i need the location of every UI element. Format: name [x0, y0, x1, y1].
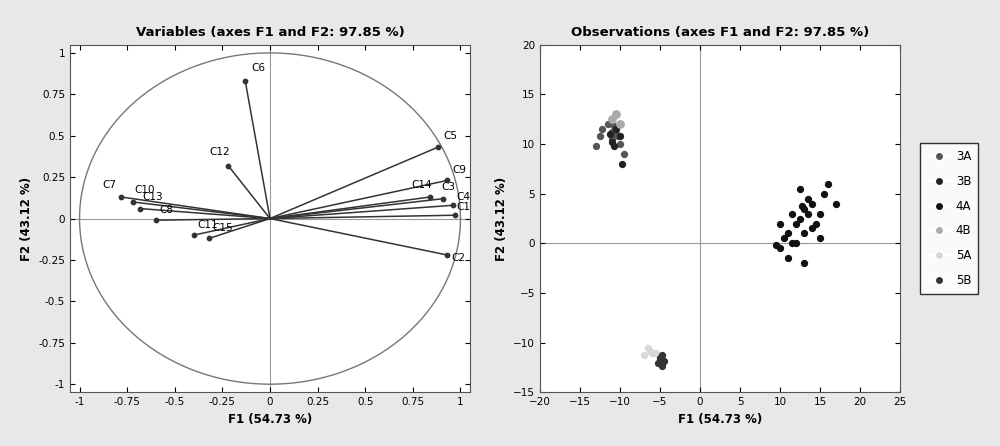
Point [132, 205, 148, 212]
4A [800, 210, 816, 217]
3A [594, 125, 610, 132]
Point [201, 235, 217, 242]
Text: C6: C6 [251, 63, 265, 73]
Text: C14: C14 [411, 180, 432, 190]
Text: C9: C9 [453, 165, 467, 175]
5B [654, 362, 670, 369]
4A [800, 195, 816, 202]
Text: C13: C13 [142, 192, 163, 202]
Title: Observations (axes F1 and F2: 97.85 %): Observations (axes F1 and F2: 97.85 %) [571, 26, 869, 39]
4A [792, 215, 808, 222]
3A [606, 123, 622, 130]
5A [640, 344, 656, 351]
Point [148, 217, 164, 224]
Title: Variables (axes F1 and F2: 97.85 %): Variables (axes F1 and F2: 97.85 %) [136, 26, 404, 39]
4A [812, 235, 828, 242]
3A [610, 132, 626, 140]
4A [788, 240, 804, 247]
Point [237, 78, 253, 85]
Text: C3: C3 [441, 182, 455, 192]
5B [654, 351, 670, 358]
4A [776, 235, 792, 242]
4A [780, 230, 796, 237]
Text: C15: C15 [213, 223, 233, 233]
Point [113, 194, 129, 201]
4A [794, 202, 810, 209]
5A [644, 349, 660, 356]
4A [816, 190, 832, 197]
4B [608, 111, 624, 118]
5B [650, 359, 666, 366]
Text: C7: C7 [102, 180, 116, 190]
Text: C4: C4 [457, 192, 471, 202]
4A [788, 220, 804, 227]
5A [642, 347, 658, 354]
4B [612, 120, 628, 128]
Point [445, 202, 461, 209]
Point [186, 231, 202, 239]
3A [604, 136, 620, 143]
Legend: 3A, 3B, 4A, 4B, 5A, 5B: 3A, 3B, 4A, 4B, 5A, 5B [920, 143, 978, 294]
Point [447, 212, 463, 219]
5A [636, 351, 652, 358]
3B [614, 160, 630, 167]
4B [604, 116, 620, 123]
3B [608, 125, 624, 132]
4A [796, 205, 812, 212]
4A [812, 210, 828, 217]
Point [125, 198, 141, 206]
3A [600, 120, 616, 128]
Text: C5: C5 [443, 131, 457, 140]
3B [606, 142, 622, 149]
4A [772, 220, 788, 227]
Point [435, 195, 451, 202]
4A [796, 230, 812, 237]
Y-axis label: F2 (43.12 %): F2 (43.12 %) [495, 177, 508, 260]
X-axis label: F1 (54.73 %): F1 (54.73 %) [678, 413, 762, 426]
Text: C8: C8 [160, 205, 174, 215]
3B [602, 131, 618, 138]
Text: C12: C12 [209, 147, 230, 157]
Text: C1: C1 [457, 202, 471, 212]
4A [784, 210, 800, 217]
X-axis label: F1 (54.73 %): F1 (54.73 %) [228, 413, 312, 426]
4A [828, 200, 844, 207]
4A [792, 185, 808, 192]
Y-axis label: F2 (43.12 %): F2 (43.12 %) [20, 177, 33, 260]
Point [430, 144, 446, 151]
3A [604, 128, 620, 136]
Point [439, 177, 455, 184]
3A [608, 131, 624, 138]
3A [588, 142, 604, 149]
4A [804, 225, 820, 232]
3B [612, 132, 628, 140]
Text: C10: C10 [135, 186, 155, 195]
3B [604, 138, 620, 145]
3A [616, 150, 632, 157]
4A [780, 255, 796, 262]
Point [220, 162, 236, 169]
4A [808, 220, 824, 227]
Point [439, 252, 455, 259]
5B [656, 357, 672, 364]
4A [796, 260, 812, 267]
Point [422, 194, 438, 201]
5A [648, 349, 664, 356]
Text: C11: C11 [198, 220, 218, 230]
3A [612, 140, 628, 148]
4A [820, 180, 836, 187]
5B [652, 354, 668, 361]
4A [804, 200, 820, 207]
3A [592, 132, 608, 140]
4A [784, 240, 800, 247]
4A [768, 242, 784, 249]
Text: C2: C2 [451, 253, 465, 263]
4A [772, 245, 788, 252]
